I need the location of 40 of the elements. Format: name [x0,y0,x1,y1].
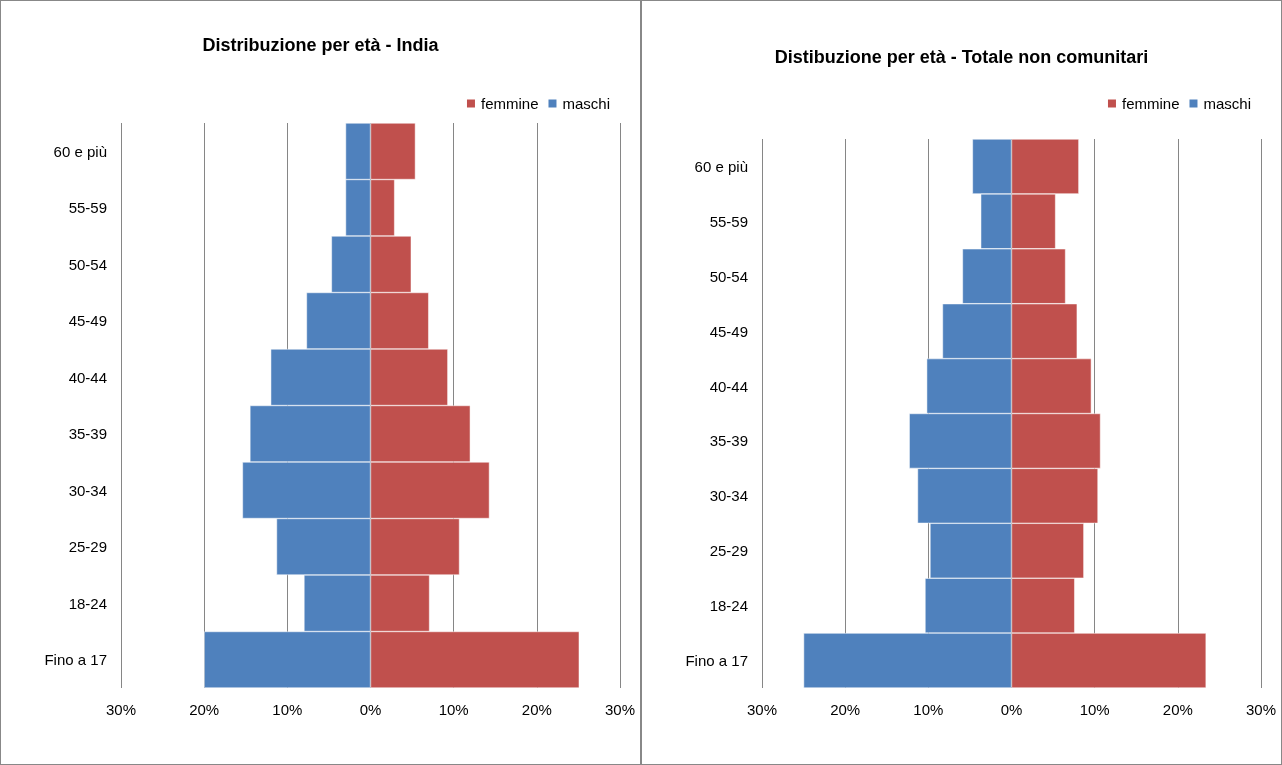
legend-label: maschi [1203,95,1251,112]
y-tick-label: 60 e più [694,157,748,175]
x-tick-label: 30% [746,701,778,718]
x-tick-label: 0% [1000,701,1023,718]
x-tick-label: 30% [1245,701,1277,718]
y-tick-label: 55-59 [709,212,748,230]
y-tick-label: 45-49 [68,312,107,330]
x-tick-label: 10% [272,701,303,718]
legend-label: maschi [562,95,610,112]
x-tick-label: 30% [105,701,137,718]
x-tick-label: 20% [521,701,552,718]
y-tick-label: 25-29 [709,542,748,560]
y-tick-label: 18-24 [68,594,107,612]
x-tick-label: 20% [189,701,220,718]
y-tick-label: Fino a 17 [685,652,748,670]
legend-label: femmine [480,95,539,112]
chart-title: Distribuzione per età - India [202,35,440,55]
chart-title: Distibuzione per età - Totale non comunitari [774,47,1149,67]
y-tick-label: 30-34 [709,487,748,505]
x-tick-label: 10% [1079,701,1110,718]
y-tick-label: 40-44 [68,368,107,386]
x-tick-label: 0% [359,701,382,718]
y-tick-label: 30-34 [68,481,107,499]
legend-label: femmine [1121,95,1180,112]
y-tick-label: 18-24 [709,597,748,615]
x-tick-label: 10% [913,701,944,718]
x-tick-label: 10% [438,701,469,718]
y-tick-label: 50-54 [709,267,748,285]
x-tick-label: 20% [830,701,861,718]
y-tick-label: 35-39 [709,432,748,450]
y-tick-label: 45-49 [709,322,748,340]
x-tick-label: 30% [604,701,636,718]
y-tick-label: 55-59 [68,199,107,217]
y-tick-label: 60 e più [53,142,107,160]
y-tick-label: 35-39 [68,425,107,443]
y-tick-label: 40-44 [709,377,748,395]
y-tick-label: 25-29 [68,538,107,556]
y-tick-label: 50-54 [68,255,107,273]
x-tick-label: 20% [1162,701,1193,718]
y-tick-label: Fino a 17 [44,651,107,669]
